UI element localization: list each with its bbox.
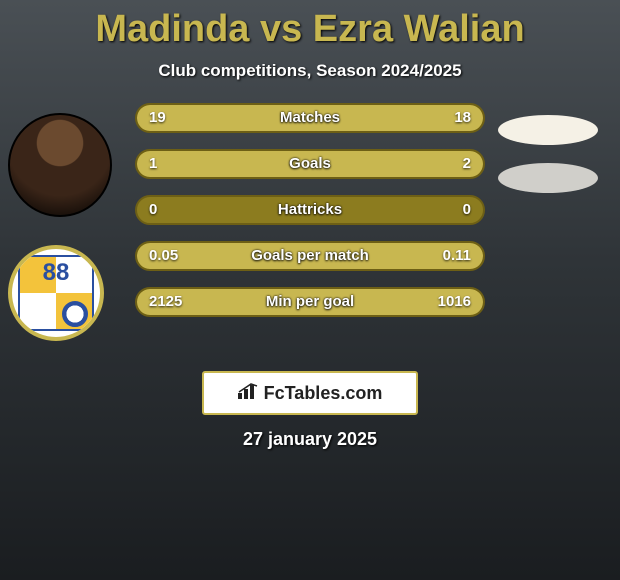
player-right-ellipse-2 [498,163,598,193]
brand-badge: FcTables.com [202,371,418,415]
player-left-crest: 88 [8,245,104,341]
stat-label: Goals per match [137,243,483,269]
stat-label: Hattricks [137,197,483,223]
stat-label: Min per goal [137,289,483,315]
crest-number: 88 [12,259,100,287]
player-left-avatar [8,113,112,217]
comparison-area: 88 19 Matches 18 1 Goals 2 0 Hattricks 0 [0,103,620,363]
player-left-col: 88 [8,103,128,341]
page-title: Madinda vs Ezra Walian [0,0,620,51]
stat-right-value: 2 [463,151,471,177]
stat-label: Goals [137,151,483,177]
stat-row-mpg: 2125 Min per goal 1016 [135,287,485,317]
stat-row-goals: 1 Goals 2 [135,149,485,179]
bars-icon [238,383,258,404]
brand-text: FcTables.com [264,383,383,404]
stat-right-value: 1016 [438,289,471,315]
stat-row-gpm: 0.05 Goals per match 0.11 [135,241,485,271]
stat-row-matches: 19 Matches 18 [135,103,485,133]
subtitle: Club competitions, Season 2024/2025 [0,61,620,81]
stat-row-hattricks: 0 Hattricks 0 [135,195,485,225]
date-label: 27 january 2025 [0,429,620,450]
stat-right-value: 18 [454,105,471,131]
player-right-col [490,103,605,207]
player-right-ellipse-1 [498,115,598,145]
crest-ball-icon [62,301,88,327]
stat-label: Matches [137,105,483,131]
stat-right-value: 0 [463,197,471,223]
stat-bars: 19 Matches 18 1 Goals 2 0 Hattricks 0 0.… [135,103,485,333]
stat-right-value: 0.11 [443,243,471,269]
